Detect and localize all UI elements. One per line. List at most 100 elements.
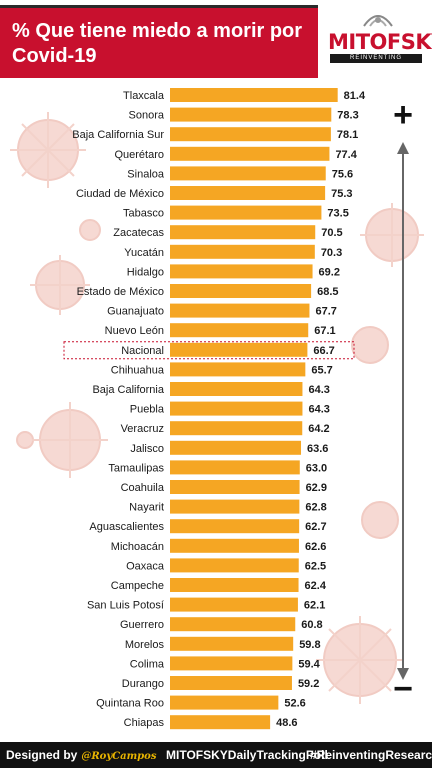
value-label: 70.3 bbox=[321, 247, 342, 259]
poll-hashtag: MITOFSKYDailyTrackingPoll bbox=[166, 748, 328, 762]
research-hashtag: #ReinventingResearch bbox=[310, 748, 432, 762]
bar-25 bbox=[170, 578, 299, 592]
value-label: 68.5 bbox=[317, 286, 338, 298]
category-label: Ciudad de México bbox=[76, 188, 164, 200]
bar-13 bbox=[170, 342, 308, 357]
bar-chart: Tlaxcala 81.4 Sonora 78.3 Baja California Su… bbox=[63, 88, 413, 730]
bar-21 bbox=[170, 499, 300, 514]
logo-name: MITOFSKY bbox=[328, 30, 432, 54]
bar-3 bbox=[170, 146, 330, 161]
bar-5 bbox=[170, 186, 326, 200]
bar-26 bbox=[170, 597, 298, 612]
category-label: Oaxaca bbox=[126, 560, 165, 572]
bar-14 bbox=[170, 362, 306, 377]
scale-arrow-down-icon bbox=[397, 668, 409, 680]
bar-11 bbox=[170, 303, 310, 318]
bar-16 bbox=[170, 401, 303, 416]
bar-30 bbox=[170, 676, 292, 690]
value-label: 75.6 bbox=[332, 168, 353, 180]
category-label: Querétaro bbox=[114, 149, 164, 161]
designed-by-label: Designed by bbox=[6, 748, 78, 762]
header: % Que tiene miedo a morir por Covid-19 M… bbox=[0, 0, 432, 84]
value-label: 78.1 bbox=[337, 129, 358, 141]
scale-minus-label: − bbox=[393, 670, 413, 708]
value-label: 59.8 bbox=[299, 639, 320, 651]
bar-17 bbox=[170, 421, 303, 436]
value-label: 63.6 bbox=[307, 443, 328, 455]
footer: Designed by @RoyCampos MITOFSKYDailyTrack… bbox=[0, 742, 432, 768]
value-label: 63.0 bbox=[306, 462, 327, 474]
value-label: 48.6 bbox=[276, 717, 297, 729]
value-label: 64.2 bbox=[308, 423, 329, 435]
value-label: 64.3 bbox=[308, 384, 329, 396]
category-label: Hidalgo bbox=[127, 266, 164, 278]
value-label: 62.1 bbox=[304, 600, 325, 612]
category-label: Baja California bbox=[92, 384, 164, 396]
title-banner: % Que tiene miedo a morir por Covid-19 bbox=[0, 5, 318, 78]
value-label: 62.8 bbox=[305, 502, 326, 514]
category-label: Chiapas bbox=[124, 717, 165, 729]
bar-4 bbox=[170, 166, 326, 181]
category-label: Zacatecas bbox=[113, 227, 164, 239]
bar-8 bbox=[170, 244, 315, 259]
bar-32 bbox=[170, 715, 271, 730]
bar-2 bbox=[170, 127, 331, 142]
bar-23 bbox=[170, 538, 299, 553]
value-label: 65.7 bbox=[311, 364, 332, 376]
value-label: 62.6 bbox=[305, 541, 326, 553]
category-label: Puebla bbox=[130, 404, 165, 416]
category-label: Morelos bbox=[125, 639, 165, 651]
bar-27 bbox=[170, 617, 296, 632]
category-label: Michoacán bbox=[111, 541, 164, 553]
category-label: Estado de México bbox=[77, 286, 164, 298]
category-label: Aguascalientes bbox=[89, 521, 164, 533]
value-label: 60.8 bbox=[301, 619, 322, 631]
bar-7 bbox=[170, 225, 316, 240]
category-label: Baja California Sur bbox=[72, 129, 164, 141]
bar-9 bbox=[170, 264, 313, 279]
bar-28 bbox=[170, 636, 294, 651]
bar-19 bbox=[170, 460, 300, 475]
bar-12 bbox=[170, 323, 309, 338]
bar-15 bbox=[170, 382, 303, 396]
bar-31 bbox=[170, 695, 279, 710]
bar-0 bbox=[170, 88, 338, 102]
category-label: Sinaloa bbox=[127, 168, 165, 180]
category-label: Nayarit bbox=[129, 502, 164, 514]
chart-title: % Que tiene miedo a morir por Covid-19 bbox=[12, 20, 303, 67]
value-label: 62.5 bbox=[305, 560, 326, 572]
highlight-box bbox=[63, 341, 355, 360]
bar-1 bbox=[170, 107, 332, 122]
bar-6 bbox=[170, 205, 322, 220]
logo-emblem-icon bbox=[363, 15, 393, 27]
value-label: 59.4 bbox=[298, 658, 320, 670]
category-label: Tlaxcala bbox=[123, 90, 165, 102]
value-label: 75.3 bbox=[331, 188, 352, 200]
category-label: Guerrero bbox=[120, 619, 164, 631]
category-label: Chihuahua bbox=[111, 364, 165, 376]
category-label: Tamaulipas bbox=[108, 462, 164, 474]
value-label: 67.7 bbox=[315, 306, 336, 318]
bar-18 bbox=[170, 440, 302, 455]
category-label: Durango bbox=[122, 678, 164, 690]
category-label: Quintana Roo bbox=[96, 698, 164, 710]
value-label: 62.4 bbox=[305, 580, 327, 592]
value-label: 62.7 bbox=[305, 521, 326, 533]
bar-20 bbox=[170, 480, 300, 494]
category-label: Campeche bbox=[111, 580, 164, 592]
bar-10 bbox=[170, 284, 312, 298]
bar-22 bbox=[170, 519, 300, 534]
category-label: Sonora bbox=[129, 110, 165, 122]
category-label: San Luis Potosí bbox=[87, 600, 164, 612]
value-label: 67.1 bbox=[314, 325, 335, 337]
category-label: Guanajuato bbox=[107, 306, 164, 318]
category-label: Yucatán bbox=[124, 247, 164, 259]
category-label: Jalisco bbox=[130, 443, 164, 455]
value-label: 62.9 bbox=[306, 482, 327, 494]
scale-plus-label: + bbox=[393, 96, 413, 134]
value-label: 73.5 bbox=[327, 208, 348, 220]
category-label: Veracruz bbox=[121, 423, 164, 435]
designer-handle: @RoyCampos bbox=[81, 751, 157, 762]
category-label: Colima bbox=[130, 658, 165, 670]
value-label: 66.7 bbox=[313, 345, 334, 357]
